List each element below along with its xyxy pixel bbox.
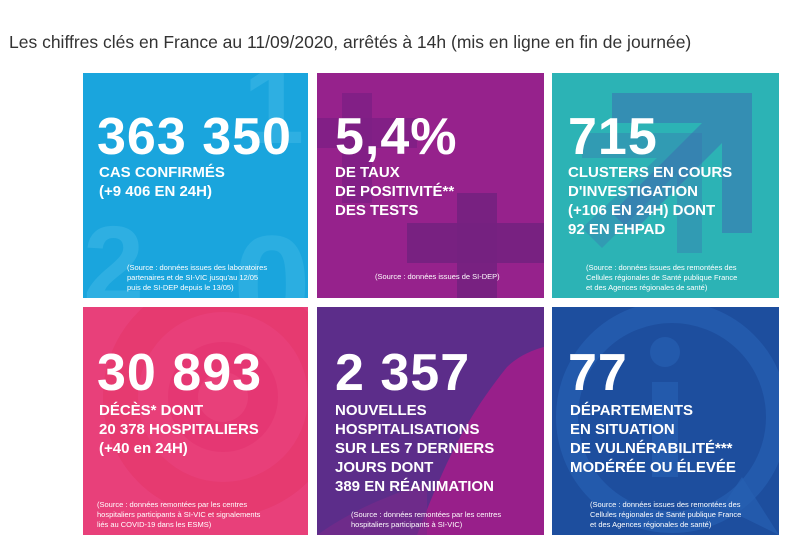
deaths-label: DÉCÈS* DONT 20 378 HOSPITALIERS (+40 en …: [99, 401, 259, 458]
source-line: (Source : données remontées par les cent…: [351, 510, 502, 519]
tile-vulnerable-departments: 77 DÉPARTEMENTS EN SITUATION DE VULNÉRAB…: [552, 307, 779, 535]
label-line: CAS CONFIRMÉS: [99, 164, 225, 181]
source-line: et des Agences régionales de santé): [590, 520, 712, 529]
source-line: hospitaliers participants à SI-VIC): [351, 520, 463, 529]
source-note: (Source : données remontées par les cent…: [351, 510, 501, 530]
source-line: hospitaliers participants à SI-VIC et si…: [97, 510, 261, 519]
clusters-value: 715: [568, 108, 658, 166]
label-line: DE POSITIVITÉ**: [335, 183, 455, 200]
decorative-plus-graphic: [317, 93, 544, 298]
hospitalisations-label: NOUVELLES HOSPITALISATIONS SUR LES 7 DER…: [335, 401, 494, 496]
source-line: (Source : données issues des laboratoire…: [127, 263, 268, 272]
departments-value: 77: [568, 344, 628, 402]
label-line: SUR LES 7 DERNIERS: [335, 440, 495, 457]
confirmed-cases-label: CAS CONFIRMÉS (+9 406 EN 24H): [99, 163, 225, 201]
clusters-label: CLUSTERS EN COURS D'INVESTIGATION (+106 …: [568, 163, 732, 239]
source-note: (Source : données issues de SI-DEP): [375, 272, 500, 282]
source-line: Cellules régionales de Santé publique Fr…: [586, 273, 738, 282]
tile-confirmed-cases: 1 2 0 363 350 CAS CONFIRMÉS (+9 406 EN 2…: [83, 73, 308, 298]
positivity-rate-label: DE TAUX DE POSITIVITÉ** DES TESTS: [335, 163, 454, 220]
decorative-wave-graphic: [317, 347, 544, 535]
confirmed-cases-value: 363 350: [97, 108, 292, 166]
label-line: 92 EN EHPAD: [568, 221, 666, 238]
label-line: DE VULNÉRABILITÉ***: [570, 440, 733, 457]
label-line: DES TESTS: [335, 202, 419, 219]
svg-text:1: 1: [243, 73, 304, 167]
decorative-arrow-graphic: [582, 93, 752, 253]
source-line: (Source : données issues des remontées d…: [586, 263, 737, 272]
tile-deaths: 30 893 DÉCÈS* DONT 20 378 HOSPITALIERS (…: [83, 307, 308, 535]
page-heading: Les chiffres clés en France au 11/09/202…: [9, 32, 692, 52]
source-note: (Source : données remontées par les cent…: [97, 500, 260, 530]
source-line: Cellules régionales de Santé publique Fr…: [590, 510, 742, 519]
departments-label: DÉPARTEMENTS EN SITUATION DE VULNÉRABILI…: [570, 401, 736, 477]
label-line: JOURS DONT: [335, 459, 434, 476]
decorative-info-bubble-graphic: [556, 307, 779, 535]
source-line: liés au COVID-19 dans les ESMS): [97, 520, 212, 529]
source-note: (Source : données issues des remontées d…: [590, 500, 741, 530]
label-line: D'INVESTIGATION: [568, 183, 698, 200]
svg-text:0: 0: [233, 206, 308, 298]
deaths-value: 30 893: [97, 344, 263, 402]
label-line: MODÉRÉE OU ÉLEVÉE: [570, 459, 736, 476]
source-note: (Source : données issues des laboratoire…: [127, 263, 267, 293]
label-line: (+106 EN 24H) DONT: [568, 202, 716, 219]
label-line: (+9 406 EN 24H): [99, 183, 212, 200]
source-line: (Source : données issues de SI-DEP): [375, 272, 500, 281]
label-line: 389 EN RÉANIMATION: [335, 478, 494, 495]
source-line: partenaires et de SI-VIC jusqu'au 12/05: [127, 273, 259, 282]
label-line: DÉPARTEMENTS: [570, 402, 694, 419]
source-note: (Source : données issues des remontées d…: [586, 263, 737, 293]
positivity-rate-value: 5,4%: [335, 108, 458, 166]
tile-positivity-rate: 5,4% DE TAUX DE POSITIVITÉ** DES TESTS (…: [317, 73, 544, 298]
tile-clusters: 715 CLUSTERS EN COURS D'INVESTIGATION (+…: [552, 73, 779, 298]
label-line: DÉCÈS* DONT: [99, 402, 204, 419]
label-line: HOSPITALISATIONS: [335, 421, 480, 438]
label-line: 20 378 HOSPITALIERS: [99, 421, 259, 438]
label-line: EN SITUATION: [570, 421, 675, 438]
hospitalisations-value: 2 357: [335, 344, 471, 402]
label-line: (+40 en 24H): [99, 440, 188, 457]
source-line: (Source : données remontées par les cent…: [97, 500, 248, 509]
source-line: (Source : données issues des remontées d…: [590, 500, 741, 509]
label-line: DE TAUX: [335, 164, 400, 181]
decorative-circles-graphic: [103, 307, 308, 517]
tile-hospitalisations: 2 357 NOUVELLES HOSPITALISATIONS SUR LES…: [317, 307, 544, 535]
label-line: CLUSTERS EN COURS: [568, 164, 733, 181]
svg-text:2: 2: [83, 204, 144, 298]
label-line: NOUVELLES: [335, 402, 427, 419]
source-line: puis de SI-DEP depuis le 13/05): [127, 283, 234, 292]
decorative-digits-graphic: 1 2 0: [83, 73, 308, 298]
source-line: et des Agences régionales de santé): [586, 283, 708, 292]
